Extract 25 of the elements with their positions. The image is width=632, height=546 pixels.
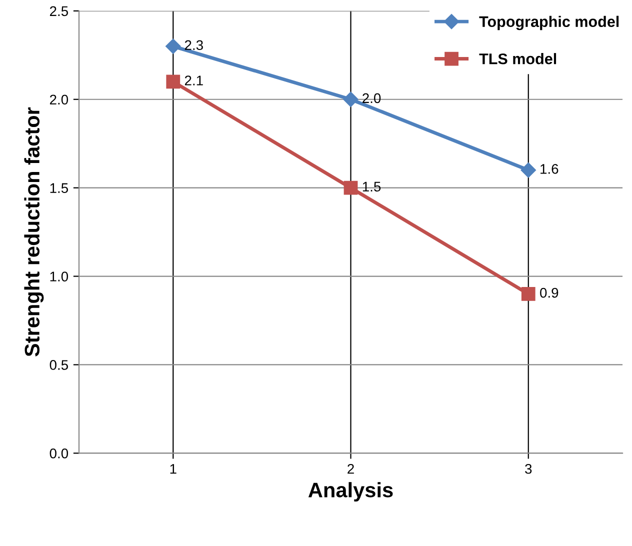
x-tick-label: 2 [348, 464, 354, 474]
point [520, 162, 536, 178]
data-label: 2.3 [184, 40, 203, 50]
data-label: 1.5 [362, 182, 381, 192]
x-tick-label: 3 [525, 464, 532, 474]
point [344, 180, 358, 195]
data-label: 1.6 [540, 164, 558, 174]
x-tick-label: 1 [170, 464, 176, 474]
y-tick-label: 2.5 [50, 6, 68, 16]
y-tick-label: 1.5 [50, 183, 68, 193]
point [166, 38, 181, 54]
point [343, 92, 358, 107]
data-label: 0.9 [540, 288, 558, 298]
data-label: 2.0 [362, 93, 381, 104]
y-tick-label: 1.0 [50, 272, 68, 282]
point [521, 287, 536, 301]
y-tick-label: 2.0 [50, 94, 68, 105]
point [166, 74, 180, 89]
x-axis-title: Analysis [308, 482, 393, 502]
legend-label: TLS model [479, 53, 556, 64]
legend-label: Topographic model [479, 16, 619, 30]
y-tick-label: 0.0 [50, 448, 68, 458]
y-axis-title: Strenght reduction factor [24, 107, 44, 356]
data-label: 2.1 [184, 76, 203, 86]
y-tick-label: 0.5 [50, 360, 68, 370]
